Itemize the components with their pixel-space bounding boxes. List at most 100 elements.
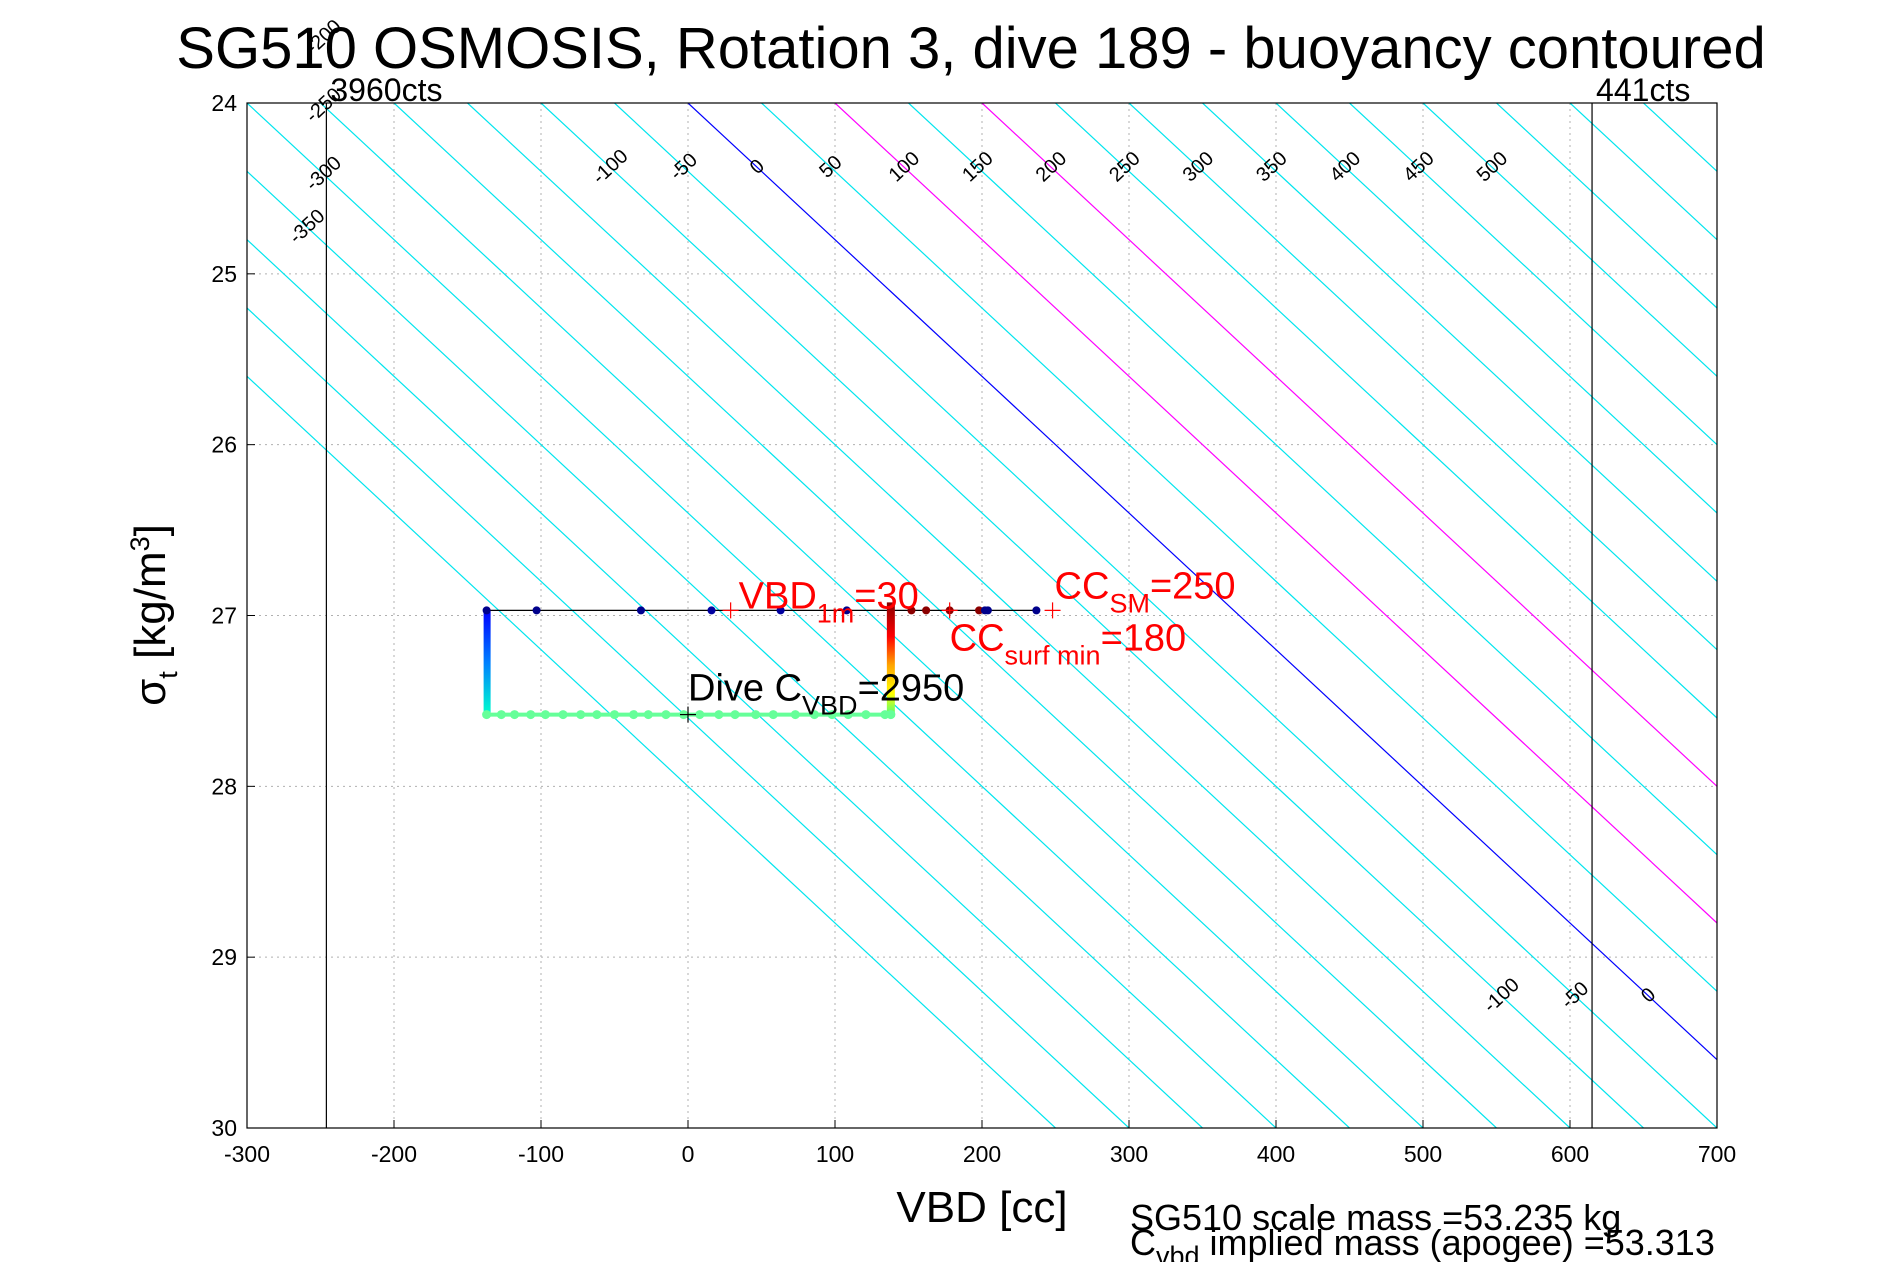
contour-line	[393, 103, 1497, 1128]
contour-line	[1055, 103, 1717, 719]
contour-line	[1275, 103, 1717, 514]
dive-bottom-point	[610, 710, 619, 720]
x-tick-label: -100	[518, 1141, 564, 1167]
dive-bottom-point	[886, 710, 896, 720]
footer-implied-mass: Cvbd implied mass (apogee) =53.313	[1130, 1222, 1715, 1262]
y-axis-label-close: ]	[126, 524, 175, 536]
x-tick-label: -300	[224, 1141, 270, 1167]
contour-line	[908, 103, 1717, 856]
y-axis-label-sup: 3	[125, 536, 155, 551]
dive-bottom-point	[510, 710, 520, 720]
dive-bottom-point	[768, 710, 778, 720]
limit-lines: 3960cts 441cts	[325, 72, 1690, 1128]
y-tick-label: 26	[211, 432, 237, 458]
dive-bottom-point	[540, 710, 550, 720]
y-tick-label: 27	[211, 603, 237, 629]
contour-line	[687, 103, 1717, 1061]
y-axis-label-units: [kg/m	[126, 551, 175, 671]
x-axis-ticks: -300 -200 -100 0 100 200 300 400 500 600 700	[224, 1120, 1736, 1167]
footer-implied-mass-sub: vbd	[1156, 1241, 1200, 1262]
dive-right-segment	[886, 602, 895, 717]
contour-line	[1128, 103, 1717, 651]
dive-bottom-point	[661, 710, 671, 720]
contour-line	[1349, 103, 1717, 446]
dive-top-point	[776, 606, 785, 615]
marker-annotation-sub: VBD	[802, 691, 858, 721]
x-tick-label: 100	[816, 1141, 854, 1167]
dive-top-point	[636, 606, 645, 615]
contour-line	[1496, 103, 1717, 309]
dive-bottom-point	[695, 710, 705, 720]
dive-bottom-point	[843, 710, 853, 720]
y-tick-label: 24	[211, 90, 237, 116]
x-axis-label: VBD [cc]	[896, 1183, 1067, 1232]
x-tick-label: 500	[1404, 1141, 1442, 1167]
x-tick-label: 400	[1257, 1141, 1295, 1167]
contour-line	[247, 170, 1277, 1128]
contour-line	[540, 103, 1644, 1128]
x-tick-label: 700	[1698, 1141, 1736, 1167]
marker-annotation: CCsurf min=180	[950, 617, 1187, 670]
marker-annotation: CCSM=250	[1055, 565, 1236, 618]
x-tick-label: 0	[682, 1141, 695, 1167]
contour-line	[1422, 103, 1717, 378]
dive-bottom-point	[861, 710, 871, 720]
contour-line	[320, 103, 1424, 1128]
chart-title: SG510 OSMOSIS, Rotation 3, dive 189 - bu…	[176, 16, 1765, 81]
dive-top-point	[707, 606, 716, 615]
y-tick-label: 25	[211, 261, 237, 287]
marker-annotation: Dive CVBD=2950	[688, 668, 964, 721]
dive-bottom-point	[558, 710, 568, 720]
dive-bottom-point	[730, 710, 740, 720]
dive-top-point	[532, 606, 541, 615]
dive-top-point	[482, 606, 491, 615]
contour-line	[247, 375, 1056, 1128]
x-tick-label: -200	[371, 1141, 417, 1167]
contour-line	[247, 103, 1350, 1128]
dive-left-segment	[483, 610, 491, 715]
limit-label: 441cts	[1596, 72, 1690, 108]
marker-annotation-sub: SM	[1109, 588, 1150, 618]
y-tick-label: 29	[211, 944, 237, 970]
marker-annotation-tail: =250	[1150, 565, 1236, 607]
marker-annotation-main: CC	[1055, 565, 1110, 607]
footer-scale-mass: SG510 scale mass =53.235 kg	[1130, 1197, 1621, 1238]
dive-bottom-point	[827, 710, 837, 720]
marker-annotation-tail: =2950	[858, 668, 965, 710]
dive-top-point	[907, 606, 916, 615]
dive-bottom-point	[496, 710, 506, 720]
dive-top-point	[983, 606, 992, 615]
contour-line	[467, 103, 1571, 1128]
contour-line	[761, 103, 1717, 993]
marker-annotation-main: CC	[950, 617, 1005, 659]
contour-line	[1202, 103, 1717, 583]
dive-bottom-point	[714, 710, 724, 720]
y-axis-label-symbol: σ	[126, 679, 175, 706]
contour-line	[247, 307, 1130, 1128]
dive-bottom-point	[629, 710, 639, 720]
marker-annotation-tail: =180	[1101, 617, 1187, 659]
y-axis-ticks: 24 25 26 27 28 29 30	[211, 90, 255, 1141]
y-tick-label: 30	[211, 1115, 237, 1141]
y-tick-label: 28	[211, 773, 237, 799]
limit-label: 3960cts	[330, 72, 442, 108]
marker-annotation: VBD1m=30	[739, 575, 919, 628]
contour-line	[247, 238, 1203, 1128]
dive-top-point	[975, 606, 984, 615]
footer-implied-mass-text: implied mass (apogee) =53.313	[1200, 1222, 1715, 1262]
marker-annotation-main: VBD	[739, 575, 817, 617]
dive-top-point	[1032, 606, 1041, 615]
contour-line	[834, 103, 1717, 924]
dive-bottom-point	[790, 710, 800, 720]
dive-bottom-point	[592, 710, 602, 720]
dive-bottom-point	[576, 710, 586, 720]
x-tick-label: 300	[1110, 1141, 1148, 1167]
buoyancy-contours	[247, 103, 1717, 1128]
dive-path	[482, 602, 1041, 720]
y-axis-label-sub: t	[153, 671, 183, 679]
y-axis-label: σt [kg/m3]	[125, 524, 183, 706]
dive-bottom-point	[809, 710, 819, 720]
contour-line	[981, 103, 1717, 788]
